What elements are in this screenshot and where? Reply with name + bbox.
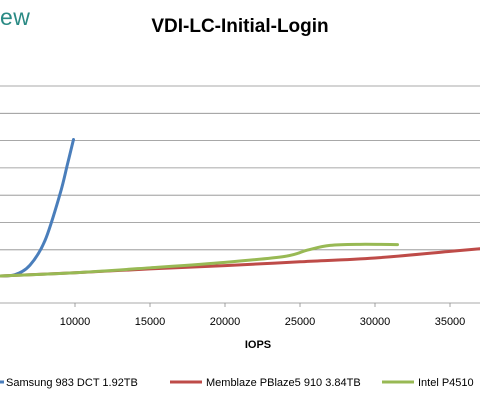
legend-label-3: Intel P4510 — [418, 377, 474, 389]
legend-label-2: Memblaze PBlaze5 910 3.84TB — [206, 377, 361, 389]
brand-logo-text: ew — [0, 4, 31, 30]
series-line-3 — [0, 242, 399, 278]
legend: Samsung 983 DCT 1.92TB Memblaze PBlaze5 9… — [0, 377, 474, 389]
x-tick-label: 30000 — [360, 316, 391, 328]
x-tick-label: 15000 — [135, 316, 166, 328]
x-axis-label: IOPS — [245, 339, 271, 351]
chart-title: VDI-LC-Initial-Login — [151, 16, 328, 37]
x-tick-label: 10000 — [60, 316, 91, 328]
legend-label-1: Samsung 983 DCT 1.92TB — [6, 377, 138, 389]
x-tick-label: 20000 — [210, 316, 241, 328]
series-line-1 — [0, 138, 75, 278]
x-axis-ticks: 10000 15000 20000 25000 30000 35000 — [60, 303, 466, 328]
x-tick-label: 25000 — [285, 316, 316, 328]
series-group — [0, 138, 480, 278]
gridlines — [0, 85, 480, 304]
x-tick-label: 35000 — [435, 316, 466, 328]
